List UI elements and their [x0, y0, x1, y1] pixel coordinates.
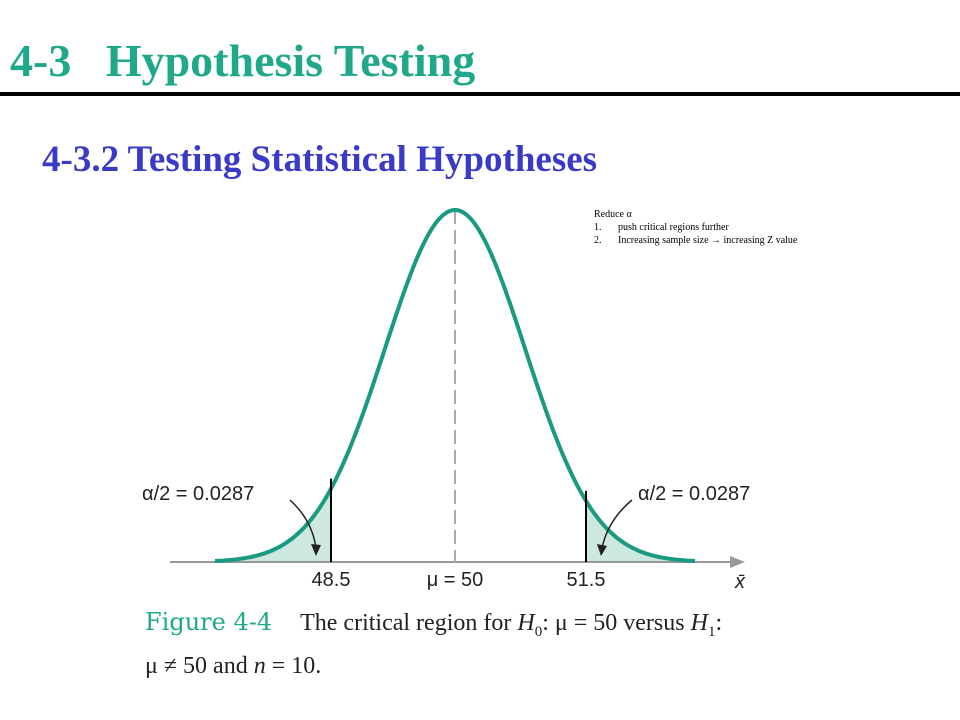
critical-region-left	[215, 488, 331, 562]
x-label: 48.5	[312, 569, 351, 591]
slide-subtitle: 4-3.2 Testing Statistical Hypotheses	[42, 139, 598, 180]
list-marker: 2.	[594, 235, 602, 246]
x-label: 51.5	[567, 569, 606, 591]
title-rule	[0, 92, 960, 96]
caption-text: The critical region for	[300, 610, 518, 636]
caption-text: n	[253, 652, 266, 679]
caption-text: : μ = 50 versus	[542, 610, 691, 636]
axis-arrow	[730, 556, 745, 568]
x-label: μ = 50	[427, 569, 484, 591]
caption-line: Figure 4-4 The critical region for H0: μ …	[145, 605, 722, 649]
region-label: α/2 = 0.0287	[638, 483, 750, 505]
normal-curve	[214, 207, 696, 563]
caption: Figure 4-4 The critical region for H0: μ …	[145, 605, 722, 683]
region-label: α/2 = 0.0287	[142, 483, 254, 505]
caption-text: = 10.	[265, 652, 322, 679]
list-marker: 1.	[594, 222, 602, 233]
caption-text: μ ≠ 50 and	[145, 652, 254, 679]
note-item: 2. Increasing sample size → increasing Z …	[594, 234, 797, 247]
caption-text: 0	[534, 623, 543, 640]
slide-title: 4-3 Hypothesis Testing	[10, 35, 476, 86]
note-item: 1. push critical regions further	[594, 221, 797, 234]
caption-line: μ ≠ 50 and n = 10.	[145, 649, 722, 683]
figure-number: Figure 4-4	[145, 608, 273, 636]
note-text: push critical regions further	[618, 222, 729, 233]
note-heading: Reduce α	[594, 209, 632, 220]
pointer-arrow	[289, 499, 317, 549]
critical-region-right	[586, 500, 695, 562]
caption-text: :	[715, 610, 723, 636]
caption-text: 1	[707, 623, 716, 640]
pointer-arrow-head	[311, 544, 321, 556]
axis-name: x̄	[734, 571, 746, 593]
caption-text: H	[690, 610, 708, 636]
pointer-arrow-head	[597, 544, 607, 556]
note: Reduce α 1. push critical regions further…	[594, 208, 797, 247]
caption-text: H	[517, 610, 535, 636]
pointer-arrow	[601, 499, 633, 549]
note-text: Increasing sample size → increasing Z va…	[618, 235, 798, 246]
